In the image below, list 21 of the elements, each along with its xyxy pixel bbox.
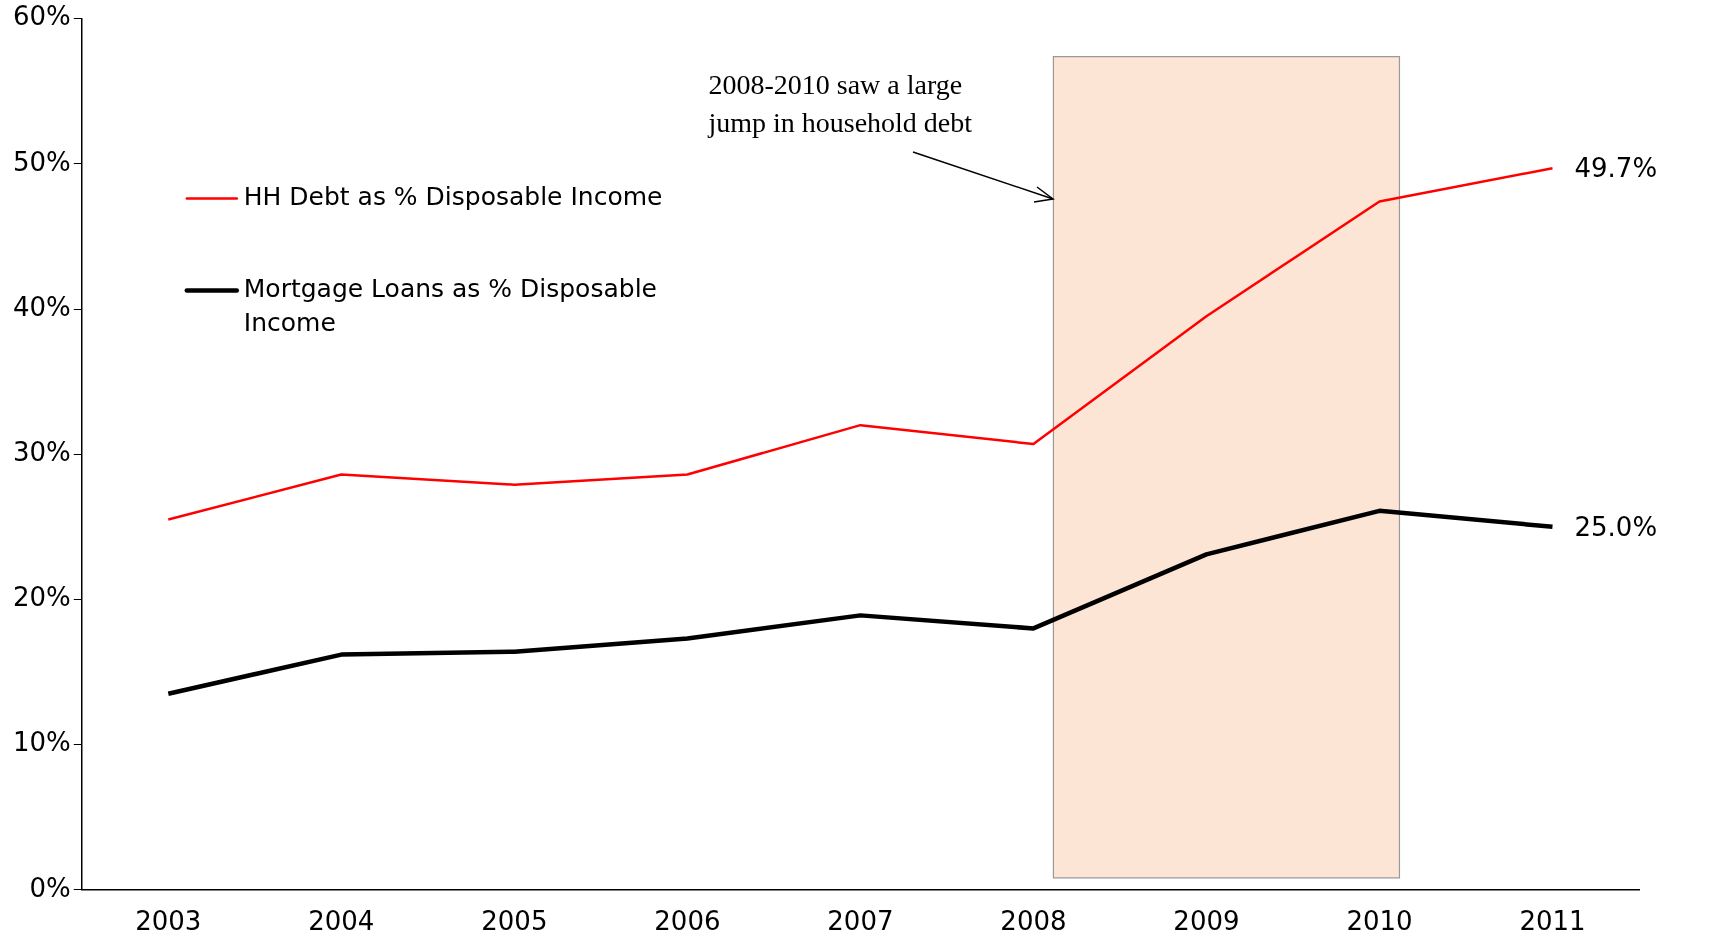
data-label: 49.7% (1574, 152, 1658, 183)
x-tick-label: 2003 (135, 906, 202, 937)
y-tick-label: 20% (12, 582, 71, 613)
data-label: 25.0% (1574, 511, 1658, 542)
y-tick-label: 50% (12, 146, 71, 177)
y-tick-label: 0% (29, 872, 71, 903)
x-tick-label: 2010 (1346, 906, 1413, 937)
x-tick-label: 2007 (827, 906, 894, 937)
y-tick-label: 40% (12, 291, 71, 322)
y-tick-label: 60% (12, 1, 71, 32)
x-tick-label: 2009 (1173, 906, 1240, 937)
band-label: 2008-2010 saw a large jump in household debt (707, 68, 973, 138)
y-tick-label: 10% (12, 727, 71, 758)
x-tick-label: 2011 (1519, 906, 1586, 937)
x-tick-label: 2008 (1000, 906, 1067, 937)
y-tick-label: 30% (12, 436, 71, 467)
legend-label: Mortgage Loans as % Disposable Income (243, 274, 657, 338)
x-tick-label: 2005 (481, 906, 548, 937)
x-tick-label: 2006 (654, 906, 721, 937)
legend-label: HH Debt as % Disposable Income (243, 182, 663, 212)
x-tick-label: 2004 (308, 906, 375, 937)
